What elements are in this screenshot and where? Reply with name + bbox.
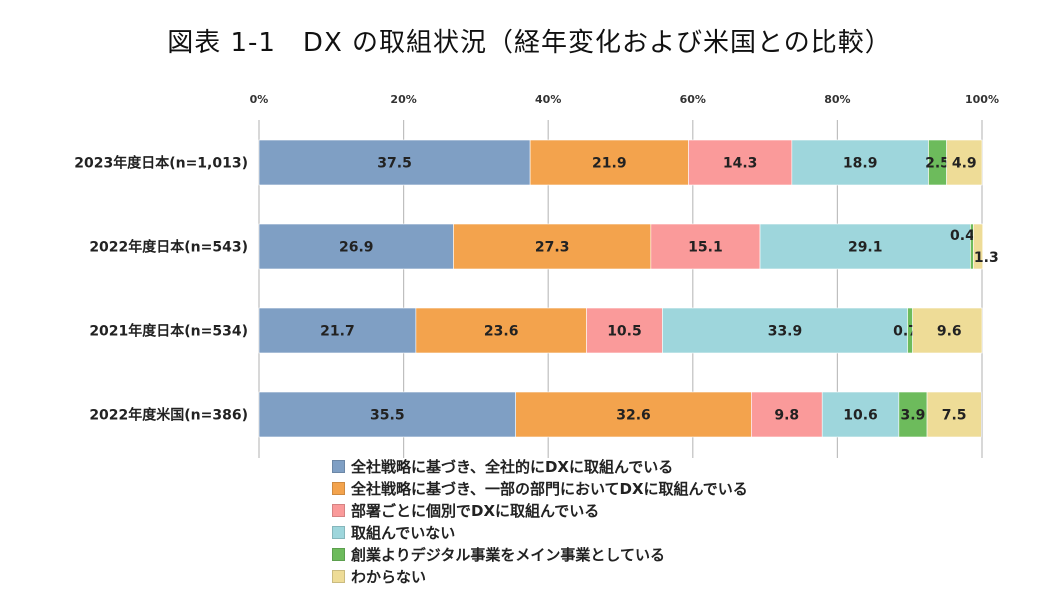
bar-segment — [586, 307, 663, 354]
bar-segment — [926, 391, 982, 438]
x-tick-label: 80% — [824, 93, 850, 106]
bar-segment — [898, 391, 928, 438]
bar-segment — [650, 223, 761, 270]
data-label: 9.6 — [937, 324, 962, 340]
data-label: 18.9 — [843, 156, 878, 172]
bar-segment — [973, 223, 984, 270]
bar-segment — [759, 223, 971, 270]
data-label: 0.4 — [950, 228, 975, 244]
data-label: 2.5 — [925, 156, 950, 172]
data-label: 26.9 — [339, 240, 374, 256]
legend-item: 全社戦略に基づき、全社的にDXに取組んでいる — [332, 455, 748, 477]
bar-segment — [258, 223, 454, 270]
legend-label: 創業よりデジタル事業をメイン事業としている — [351, 545, 665, 564]
data-label: 4.9 — [952, 156, 977, 172]
data-label: 3.9 — [901, 408, 926, 424]
x-tick-label: 100% — [965, 93, 999, 106]
bar-segment — [258, 307, 417, 354]
data-label: 35.5 — [370, 408, 405, 424]
category-label: 2022年度米国(n=386) — [89, 407, 248, 424]
data-label: 21.7 — [320, 324, 355, 340]
legend-item: 全社戦略に基づき、一部の部門においてDXに取組んでいる — [332, 477, 748, 499]
data-label: 23.6 — [484, 324, 519, 340]
legend-swatch — [332, 503, 345, 517]
data-label: 15.1 — [688, 240, 723, 256]
legend-label: 取組んでいない — [351, 523, 456, 542]
data-label: 37.5 — [377, 156, 412, 172]
legend-swatch — [332, 459, 345, 473]
category-label: 2022年度日本(n=543) — [89, 239, 248, 256]
legend-label: 全社戦略に基づき、一部の部門においてDXに取組んでいる — [351, 479, 748, 498]
x-tick-label: 40% — [535, 93, 561, 106]
legend-item: わからない — [332, 565, 748, 587]
legend-label: 全社戦略に基づき、全社的にDXに取組んでいる — [351, 457, 674, 476]
chart-title: 図表 1-1 DX の取組状況（経年変化および米国との比較） — [167, 28, 892, 58]
bar-segment — [791, 139, 929, 186]
data-label: 7.5 — [942, 408, 967, 424]
bar-segment — [751, 391, 823, 438]
data-label: 27.3 — [535, 240, 570, 256]
bar-segment — [912, 307, 983, 354]
legend-swatch — [332, 569, 345, 583]
data-label: 0.7 — [893, 324, 918, 340]
data-label: 10.6 — [843, 408, 878, 424]
category-label: 2023年度日本(n=1,013) — [74, 155, 248, 172]
data-label: 14.3 — [723, 156, 758, 172]
data-label: 1.3 — [974, 250, 999, 266]
data-label: 33.9 — [768, 324, 803, 340]
data-label: 29.1 — [848, 240, 883, 256]
x-tick-label: 60% — [680, 93, 706, 106]
legend-item: 創業よりデジタル事業をメイン事業としている — [332, 543, 748, 565]
x-tick-label: 20% — [390, 93, 416, 106]
bar-segment — [821, 391, 900, 438]
bar-segment — [529, 139, 689, 186]
category-label: 2021年度日本(n=534) — [89, 323, 248, 340]
x-tick-label: 0% — [250, 93, 269, 106]
legend-swatch — [332, 481, 345, 495]
legend-item: 取組んでいない — [332, 521, 748, 543]
data-label: 21.9 — [592, 156, 627, 172]
bar-segment — [258, 391, 516, 438]
bar-segment — [453, 223, 652, 270]
legend-label: わからない — [351, 567, 427, 586]
data-label: 10.5 — [607, 324, 642, 340]
data-label: 9.8 — [774, 408, 799, 424]
bar-segment — [946, 139, 983, 186]
legend-swatch — [332, 525, 345, 539]
legend: 全社戦略に基づき、全社的にDXに取組んでいる全社戦略に基づき、一部の部門において… — [332, 455, 748, 587]
data-label: 32.6 — [616, 408, 651, 424]
legend-swatch — [332, 547, 345, 561]
legend-item: 部署ごとに個別でDXに取組んでいる — [332, 499, 748, 521]
bar-segment — [662, 307, 908, 354]
bar-segment — [258, 139, 531, 186]
legend-label: 部署ごとに個別でDXに取組んでいる — [351, 501, 600, 520]
bar-segment — [688, 139, 793, 186]
